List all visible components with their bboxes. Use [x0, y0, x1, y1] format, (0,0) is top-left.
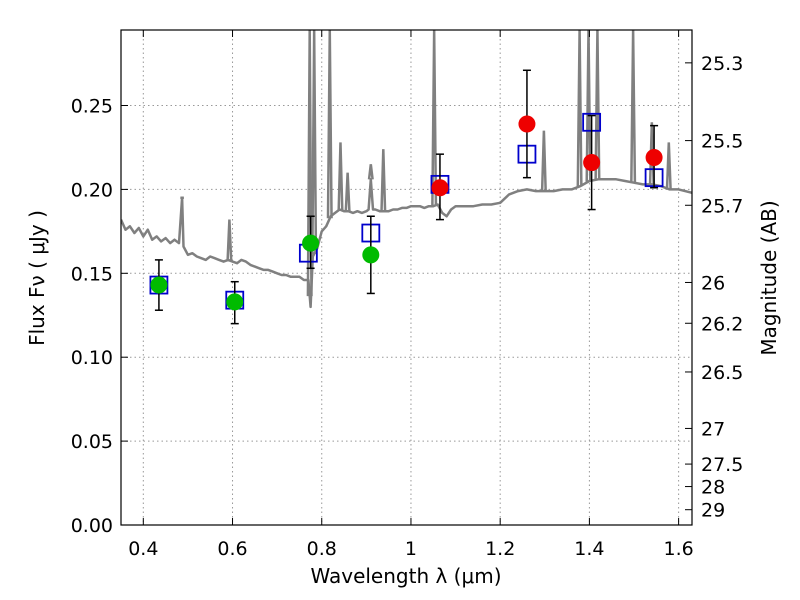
mag-tick-label: 27 [701, 418, 725, 440]
emission-line-peak [665, 142, 672, 190]
y-tick-label: 0.25 [71, 96, 113, 118]
emission-line-peak [380, 149, 387, 212]
y-axis-label: Flux Fν ( μJy ) [25, 210, 49, 346]
y-tick-label: 0.20 [71, 179, 113, 201]
plot-frame [120, 29, 693, 526]
grid [121, 30, 692, 526]
observed-point-green [150, 276, 168, 294]
observed-point-red [518, 115, 536, 133]
y-tick-label: 0.05 [71, 431, 113, 453]
x-axis-label: Wavelength λ (μm) [310, 564, 501, 588]
observed-point-green [302, 234, 320, 252]
mag-tick-label: 28 [701, 477, 725, 499]
y-tick-label: 0.10 [71, 347, 113, 369]
emission-line-peak [540, 130, 547, 192]
mag-tick-label: 25.5 [701, 131, 743, 153]
mag-tick-label: 26.5 [701, 362, 743, 384]
y-tick-label: 0.15 [71, 263, 113, 285]
axis-ticks: 0.4 0.6 0.8 1 1.2 1.4 1.6 0.00 0.05 0.10 0.15 0.20 0… [71, 30, 743, 560]
emission-line-peak [344, 172, 351, 212]
y-tick-label: 0.00 [71, 515, 113, 537]
mag-tick-label: 25.3 [701, 53, 743, 75]
x-tick-label: 1.6 [664, 538, 694, 560]
observed-point-red [583, 154, 601, 172]
mag-tick-label: 26 [701, 272, 725, 294]
observed-point-green [226, 293, 244, 311]
x-tick-label: 1.2 [485, 538, 515, 560]
emission-line-peak [311, 30, 318, 255]
emission-line-peak [306, 30, 313, 297]
x-tick-label: 1 [405, 538, 417, 560]
emission-line-peak [576, 30, 583, 187]
observed-point-red [645, 149, 663, 167]
emission-line-peak [226, 219, 233, 261]
observed-point-green [362, 246, 380, 264]
x-tick-label: 1.4 [574, 538, 604, 560]
mag-tick-label: 27.5 [701, 454, 743, 476]
right-axis-label: Magnitude (AB) [757, 200, 781, 355]
x-tick-label: 0.8 [307, 538, 337, 560]
emission-line-peak [326, 30, 333, 219]
x-tick-label: 0.6 [217, 538, 247, 560]
data-markers [149, 69, 664, 325]
observed-point-red [431, 179, 449, 197]
mag-tick-label: 29 [701, 500, 725, 522]
emission-line-peak [594, 30, 601, 180]
mag-tick-label: 26.2 [701, 313, 743, 335]
model-spectrum-line [121, 178, 692, 309]
emission-line-peak [431, 30, 438, 206]
emission-line-peak [367, 164, 374, 180]
emission-line-peak [337, 142, 344, 210]
mag-tick-label: 25.7 [701, 195, 743, 217]
emission-line-peak [630, 30, 637, 183]
x-tick-label: 0.4 [128, 538, 158, 560]
